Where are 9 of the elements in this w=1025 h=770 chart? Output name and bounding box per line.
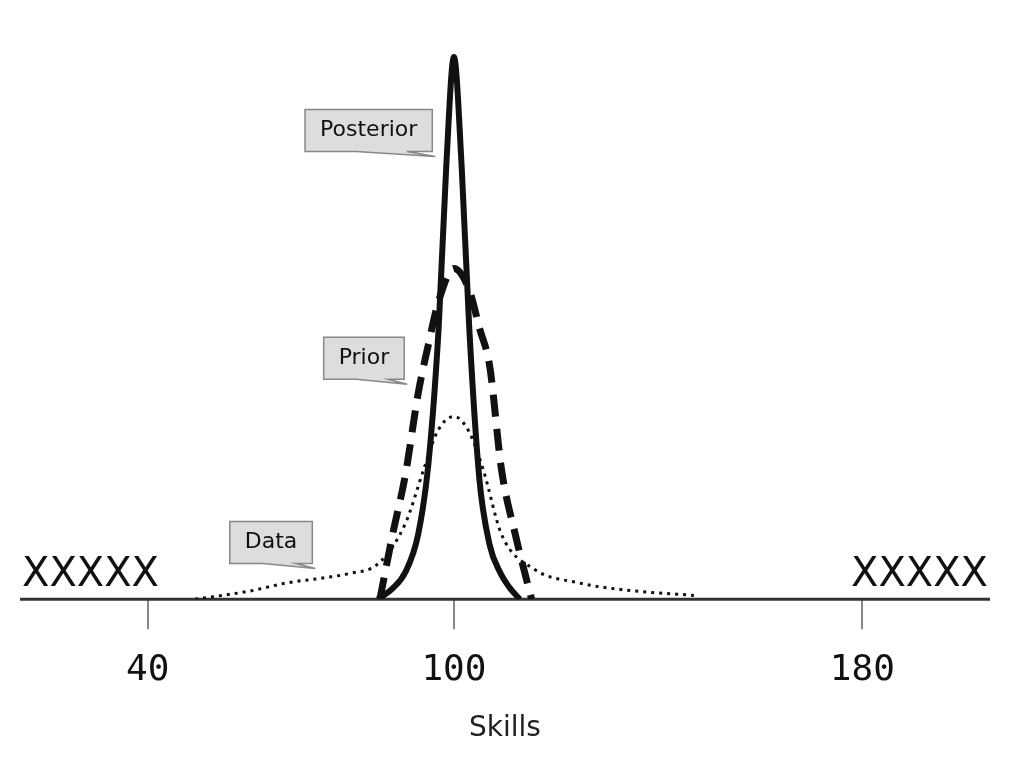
series-label: Posterior bbox=[320, 116, 419, 142]
series-label: Prior bbox=[338, 343, 391, 369]
x-tick-label: 40 bbox=[125, 647, 170, 689]
x-axis-title: Skills bbox=[469, 710, 541, 744]
series-label: Data bbox=[244, 528, 298, 554]
annotation: XXXXX bbox=[850, 548, 988, 595]
x-tick-label: 100 bbox=[421, 647, 487, 689]
x-tick-label: 180 bbox=[829, 647, 895, 689]
annotation: XXXXX bbox=[22, 548, 160, 595]
